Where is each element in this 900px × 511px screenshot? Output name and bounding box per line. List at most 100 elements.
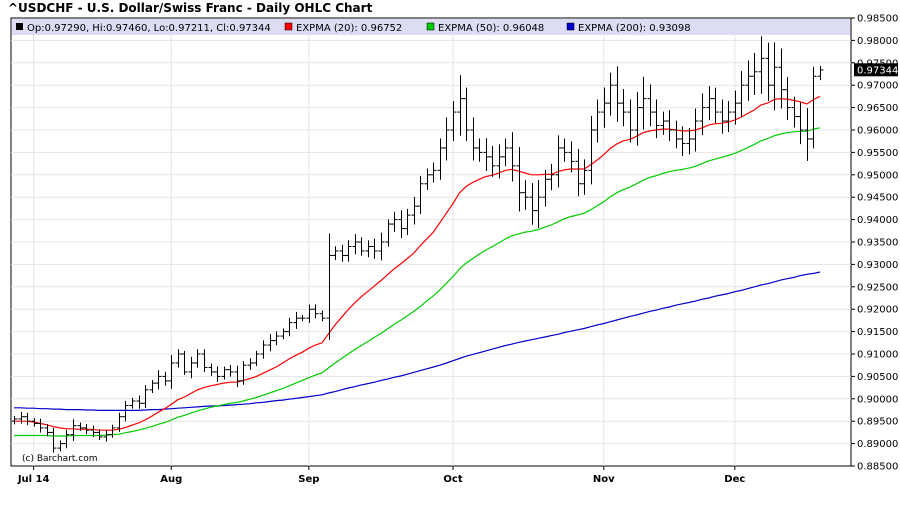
ohlc-bar (614, 66, 621, 122)
ohlc-bar (509, 132, 516, 182)
ohlc-bar (457, 75, 464, 136)
y-tick-label: 0.98500 (857, 14, 898, 25)
ohlc-bar (706, 86, 713, 121)
ohlc-bar (692, 108, 699, 152)
ohlc-bar (90, 425, 97, 438)
ohlc-bar (18, 412, 25, 424)
ohlc-bar (234, 365, 241, 388)
ohlc-bar (194, 349, 201, 368)
ohlc-bar (535, 179, 542, 228)
legend-ema200-text: EXPMA (200): 0.93098 (578, 23, 691, 34)
ohlc-bar (561, 138, 568, 162)
ohlc-bar (312, 304, 319, 319)
ohlc-bar (679, 126, 686, 156)
ema-200-line (14, 271, 821, 411)
ohlc-bar (37, 418, 44, 433)
ohlc-bar (778, 48, 785, 109)
ohlc-bar (306, 304, 313, 323)
ohlc-bar (96, 429, 103, 441)
ohlc-bar (404, 208, 411, 235)
ohlc-bar (765, 42, 772, 101)
ema-200-layer (14, 271, 821, 411)
ohlc-bar (221, 366, 228, 380)
ohlc-bar (725, 101, 732, 133)
ohlc-bar (293, 311, 300, 329)
legend-ohlc-swatch (16, 23, 23, 30)
ohlc-bar (719, 99, 726, 134)
y-tick-label: 0.96000 (857, 126, 898, 137)
y-tick-label: 0.94000 (857, 215, 898, 226)
y-tick-label: 0.89500 (857, 417, 898, 428)
ohlc-bar (817, 66, 824, 81)
ohlc-bar (555, 135, 562, 188)
y-tick-label: 0.92500 (857, 282, 898, 293)
ohlc-bar (784, 77, 791, 121)
legend-ohlc-text: Op:0.97290, Hi:0.97460, Lo:0.97211, Cl:0… (27, 23, 271, 34)
ohlc-bar (660, 111, 667, 135)
y-tick-label: 0.96500 (857, 103, 898, 114)
ohlc-bar (712, 87, 719, 124)
ohlc-bar (699, 93, 706, 136)
ema-20-line (14, 95, 821, 431)
ohlc-bar (607, 72, 614, 116)
y-tick-label: 0.88500 (857, 462, 898, 473)
y-tick-label: 0.98000 (857, 36, 898, 47)
x-axis: Jul 14 Aug Sep Oct Nov Dec (17, 466, 745, 485)
ohlc-bar (581, 159, 588, 195)
y-tick-label: 0.95000 (857, 170, 898, 181)
ohlc-bar (627, 99, 634, 143)
ohlc-bar (430, 162, 437, 183)
ohlc-bar (385, 219, 392, 247)
ohlc-bar (437, 138, 444, 180)
ohlc-bar (516, 147, 523, 212)
ohlc-bar (247, 358, 254, 370)
ohlc-bar (594, 99, 601, 143)
ohlc-bar (24, 412, 31, 426)
y-axis: 0.985000.980000.975000.970000.965000.960… (851, 14, 898, 473)
ohlc-bar (129, 397, 136, 409)
ohlc-bar (771, 42, 778, 111)
ohlc-bar (70, 419, 77, 441)
ohlc-bar (470, 117, 477, 161)
ohlc-bar (640, 76, 647, 130)
ohlc-bar (653, 99, 660, 139)
y-tick-label: 0.95500 (857, 148, 898, 159)
ohlc-bar (732, 90, 739, 125)
ema-50-layer (14, 127, 821, 437)
ohlc-bar (299, 315, 306, 322)
ohlc-bar (791, 96, 798, 128)
ohlc-bar (483, 138, 490, 171)
ohlc-bar (162, 371, 169, 386)
ohlc-bar (634, 91, 641, 146)
ohlc-bar (620, 89, 627, 127)
legend-ema20-swatch (284, 22, 293, 31)
y-tick-label: 0.92000 (857, 305, 898, 316)
ohlc-bar (758, 36, 765, 94)
ohlc-bar (797, 102, 804, 145)
ohlc-bar (188, 356, 195, 379)
ohlc-bar (352, 234, 359, 255)
ohlc-bar (155, 370, 162, 390)
ohlc-bar (529, 183, 536, 225)
ohlc-bar (542, 169, 549, 207)
ohlc-bar (391, 211, 398, 232)
ohlc-bar (227, 364, 234, 377)
ohlc-bar (345, 240, 352, 262)
ohlc-bar (50, 427, 57, 453)
ohlc-bar (810, 66, 817, 149)
ohlc-bar (208, 363, 215, 376)
ohlc-bar (601, 87, 608, 128)
ohlc-bar (751, 52, 758, 96)
ohlc-bar (502, 138, 509, 167)
watermark: (c) Barchart.com (22, 454, 98, 464)
ohlc-bar (136, 395, 143, 409)
ohlc-bar (181, 350, 188, 376)
ohlc-bar (267, 334, 274, 352)
ohlc-bar (411, 196, 418, 225)
ohlc-bar (142, 385, 149, 408)
ohlc-bar (116, 412, 123, 432)
ohlc-bar (804, 108, 811, 161)
x-tick-label: Nov (593, 474, 615, 485)
